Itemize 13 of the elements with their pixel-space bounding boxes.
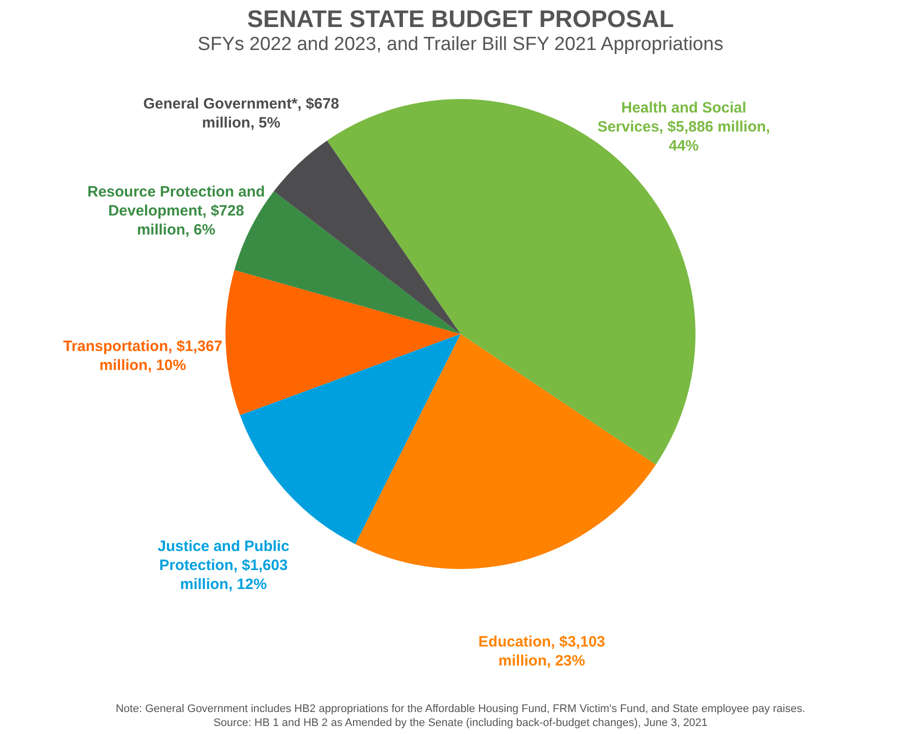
chart-subtitle: SFYs 2022 and 2023, and Trailer Bill SFY 2021 Appropriations <box>198 34 724 55</box>
chart-title: SENATE STATE BUDGET PROPOSAL <box>247 6 674 33</box>
pie-slice <box>226 270 460 416</box>
slice-label: Justice and Public Protection, $1,603 million, 12% <box>158 538 290 593</box>
pie-slice <box>274 140 460 334</box>
text: Note: General Government includes HB2 appropriations for the Affordable Housing Fund, FRM Victim's Fund, and State employee pay raises. <box>114 702 806 716</box>
slice-label: Transportation, $1,367 million, 10% <box>63 338 222 374</box>
slice-label: Education, $3,103 million, 23% <box>478 633 606 670</box>
slice-label: General Government*, $678 million, 5% <box>143 96 340 132</box>
slice-label: Resource Protection and Development, $728 million, 6% <box>87 184 265 239</box>
slice-label: Health and Social Services, $5,886 million, 44% <box>597 100 770 155</box>
source-note: Source: HB 1 and HB 2 as Amended by the Senate (including back-of-budget changes), June 3, 2021 <box>212 716 709 730</box>
pie-slice <box>355 334 656 569</box>
